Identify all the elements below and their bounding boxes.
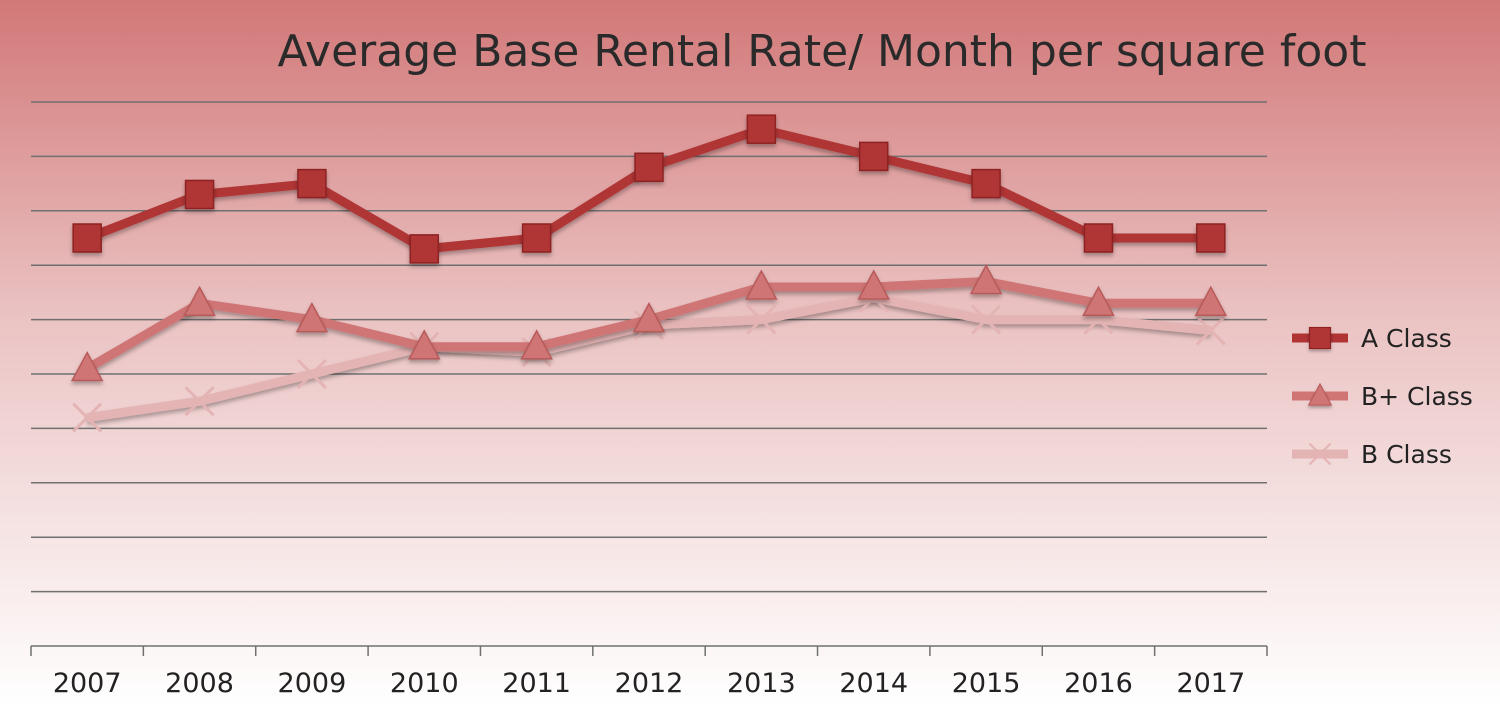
x-marker bbox=[746, 304, 777, 335]
x-tick-label: 2009 bbox=[278, 668, 347, 699]
triangle-marker bbox=[969, 263, 1003, 295]
triangle-marker bbox=[183, 285, 216, 317]
square-marker bbox=[1308, 326, 1332, 350]
x-tick-label: 2016 bbox=[1064, 668, 1133, 699]
x-tick-label: 2008 bbox=[165, 668, 234, 699]
legend-label: A Class bbox=[1361, 324, 1452, 353]
triangle-marker bbox=[70, 350, 104, 382]
legend-item: B Class bbox=[1292, 440, 1452, 469]
square-marker bbox=[1196, 223, 1226, 253]
legend-item: A Class bbox=[1292, 324, 1452, 353]
triangle-marker bbox=[632, 302, 666, 333]
square-marker bbox=[971, 168, 1001, 199]
x-marker bbox=[72, 402, 103, 433]
x-tick-label: 2015 bbox=[952, 668, 1021, 699]
square-marker bbox=[746, 114, 777, 144]
chart-title: Average Base Rental Rate/ Month per squa… bbox=[278, 26, 1367, 77]
square-marker bbox=[297, 168, 327, 199]
triangle-marker bbox=[1307, 382, 1333, 406]
x-tick-label: 2013 bbox=[727, 668, 796, 699]
square-marker bbox=[72, 223, 102, 253]
triangle-marker bbox=[857, 269, 890, 300]
triangle-marker bbox=[1082, 285, 1115, 317]
x-tick-label: 2010 bbox=[390, 668, 459, 699]
square-marker bbox=[634, 152, 664, 183]
square-marker bbox=[409, 234, 440, 264]
square-marker bbox=[1083, 223, 1114, 253]
square-marker bbox=[858, 141, 889, 172]
legend-label: B+ Class bbox=[1361, 382, 1473, 411]
x-tick-label: 2017 bbox=[1176, 668, 1245, 699]
x-marker bbox=[296, 358, 327, 390]
x-tick-label: 2011 bbox=[502, 668, 571, 699]
triangle-marker bbox=[408, 329, 441, 360]
x-tick-label: 2007 bbox=[53, 668, 122, 699]
legend-item: B+ Class bbox=[1292, 382, 1473, 411]
x-tick-label: 2012 bbox=[615, 668, 684, 699]
x-marker bbox=[971, 304, 1002, 335]
triangle-marker bbox=[1194, 285, 1228, 317]
x-marker bbox=[1195, 315, 1226, 346]
series-b-class bbox=[70, 263, 1228, 382]
legend-label: B Class bbox=[1361, 440, 1452, 469]
x-tick-label: 2014 bbox=[839, 668, 908, 699]
x-marker bbox=[184, 386, 215, 417]
series-a-class bbox=[72, 114, 1226, 264]
x-marker bbox=[1308, 442, 1332, 466]
square-marker bbox=[521, 223, 552, 253]
triangle-marker bbox=[295, 302, 329, 333]
triangle-marker bbox=[520, 329, 553, 360]
square-marker bbox=[184, 179, 215, 210]
triangle-marker bbox=[745, 269, 778, 300]
